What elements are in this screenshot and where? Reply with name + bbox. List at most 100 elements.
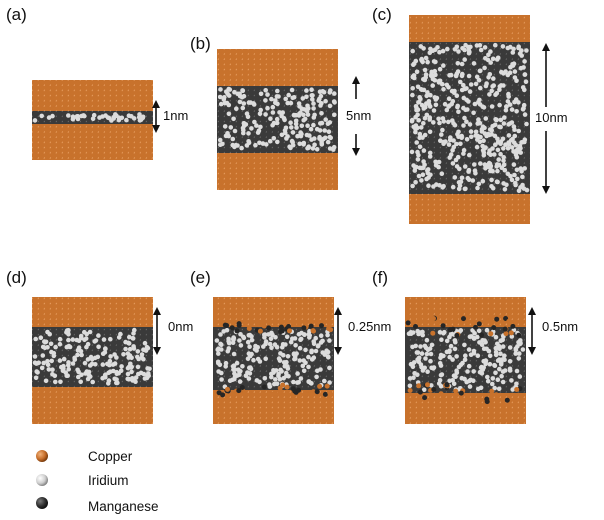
iridium-atom [476,77,482,83]
iridium-atom [123,339,128,345]
iridium-atom [450,161,456,166]
iridium-atom [332,91,337,96]
iridium-atom [231,351,237,357]
iridium-atom [217,137,223,143]
iridium-atom [450,357,455,362]
iridium-atom [498,351,503,357]
iridium-atom [277,110,282,115]
iridium-atom [275,88,280,94]
iridium-atom [274,120,280,126]
iridium-atom [453,339,458,345]
iridium-atom [417,131,423,137]
iridium-atom [306,364,311,370]
manganese-atom [261,384,267,390]
iridium-atom [39,365,45,371]
iridium-atom [517,374,523,379]
iridium-atom [289,125,294,130]
copper-atom [317,383,323,389]
iridium-atom [479,342,485,348]
iridium-atom [240,105,246,111]
manganese-atom [224,323,230,328]
iridium-atom [251,102,257,107]
iridium-atom [237,99,243,105]
iridium-atom [38,335,44,341]
iridium-atom [436,116,441,122]
iridium-atom [85,357,91,362]
iridium-atom [33,336,38,342]
iridium-atom [293,121,299,127]
iridium-atom [509,145,515,150]
iridium-atom [93,338,99,343]
iridium-atom [430,76,436,82]
iridium-atom [263,112,268,117]
iridium-atom [408,361,414,367]
iridium-atom [426,183,431,188]
iridium-atom [267,341,273,347]
iridium-atom [454,354,459,359]
iridium-atom [416,356,422,362]
iridium-atom [507,102,513,107]
iridium-atom [449,331,454,336]
iridium-atom [418,87,424,92]
iridium-atom [309,87,314,92]
copper-atom [257,320,263,326]
iridium-atom [290,130,296,135]
iridium-atom [500,357,505,362]
iridium-atom [446,119,451,125]
iridium-atom [306,354,311,360]
iridium-atom [420,59,426,65]
iridium-atom [500,344,506,349]
iridium-atom [125,351,131,356]
iridium-atom [454,370,460,376]
iridium-atom [252,119,257,125]
iridium-atom [477,43,483,48]
iridium-atom [520,347,526,352]
iridium-atom [475,185,480,191]
iridium-atom [454,93,460,98]
iridium-atom [489,88,495,94]
iridium-atom [64,344,70,350]
iridium-atom [133,379,138,385]
iridium-atom [411,375,416,381]
iridium-atom [441,87,446,92]
legend-iridium-swatch [36,474,48,486]
iridium-atom [467,89,473,94]
iridium-atom [456,180,462,185]
iridium-atom [506,133,512,138]
iridium-atom [430,83,436,88]
iridium-atom [100,362,106,367]
iridium-atom [464,137,470,142]
iridium-atom [270,332,275,338]
iridium-atom [496,162,502,168]
iridium-atom [279,132,285,138]
iridium-atom [510,387,515,392]
iridium-atom [237,338,242,343]
iridium-atom [447,103,452,108]
iridium-atom [283,125,289,131]
iridium-atom [429,383,434,388]
iridium-atom [130,336,136,341]
iridium-atom [459,375,465,381]
iridium-atom [415,350,421,355]
iridium-atom [314,147,320,152]
manganese-atom [322,391,328,397]
iridium-atom [95,354,101,360]
iridium-atom [272,342,278,347]
iridium-atom [464,119,469,124]
iridium-atom [512,133,518,139]
iridium-atom [274,381,280,387]
iridium-atom [297,358,303,363]
iridium-atom [222,100,228,106]
iridium-atom [472,331,477,336]
iridium-atom [411,62,416,67]
copper-atom [430,330,436,336]
copper-layer-bottom [409,194,530,224]
iridium-atom [43,378,49,384]
iridium-atom [255,130,261,135]
iridium-atom [111,368,116,374]
iridium-atom [304,132,310,138]
iridium-atom [274,94,280,99]
manganese-atom [229,325,235,331]
iridium-atom [469,134,474,140]
copper-layer-bottom [32,387,153,424]
